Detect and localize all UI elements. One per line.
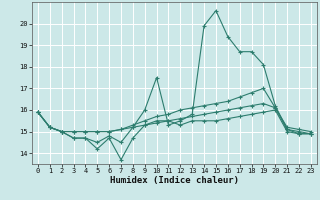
X-axis label: Humidex (Indice chaleur): Humidex (Indice chaleur) [110,176,239,185]
